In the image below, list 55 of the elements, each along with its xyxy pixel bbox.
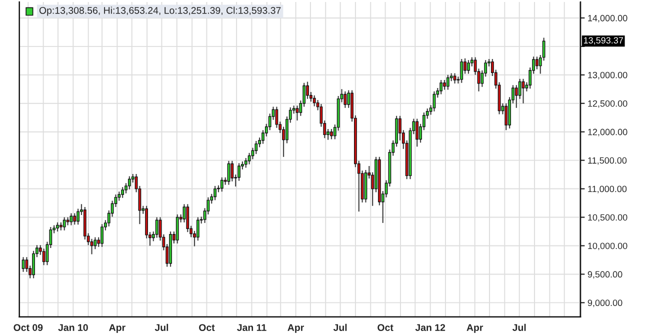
candlestick — [254, 140, 258, 155]
x-tick-label: Jul — [333, 324, 347, 331]
y-tick-label: 12,000.00 — [588, 128, 628, 136]
chart-title: Op:13,308.56, Hi:13,653.24, Lo:13,251.39, Cl:13,593.37 — [39, 6, 281, 16]
candlestick — [155, 216, 158, 238]
candlestick — [121, 186, 124, 198]
x-tick-label: Jan 12 — [415, 324, 446, 331]
candlestick — [296, 105, 299, 122]
candlestick — [22, 256, 25, 272]
candlestick — [214, 185, 216, 201]
candlestick — [220, 176, 224, 192]
candlestick — [100, 224, 104, 248]
candlestick — [62, 216, 66, 231]
candlestick — [306, 81, 309, 100]
candlestick — [128, 176, 131, 190]
candlestick — [536, 56, 538, 70]
y-tick-label: 10,500.00 — [588, 214, 628, 222]
candlestick — [73, 212, 76, 226]
y-tick-label: 11,500.00 — [588, 157, 627, 165]
candlestick — [416, 118, 419, 148]
candlestick — [244, 157, 248, 168]
x-tick-label: Jan 10 — [58, 324, 88, 331]
candlestick — [467, 60, 470, 74]
candlestick — [56, 222, 59, 232]
candlestick — [453, 72, 456, 84]
candlestick — [186, 204, 190, 233]
candlestick — [514, 84, 518, 108]
x-tick-label: Oct 09 — [14, 324, 43, 331]
candlestick — [344, 90, 347, 108]
y-tick-label: 11,000.00 — [588, 186, 627, 194]
x-tick-label: Apr — [466, 324, 484, 333]
x-tick-label: Jul — [154, 324, 168, 331]
candlestick — [460, 58, 464, 84]
y-tick-label: 12,500.00 — [588, 100, 628, 108]
y-tick-label: 9,000.00 — [588, 300, 622, 308]
candlestick — [176, 214, 179, 244]
x-tick-label: Apr — [288, 324, 304, 333]
text: 13,593.37 — [584, 37, 623, 45]
x-tick-label: Oct — [378, 324, 394, 331]
x-tick-label: Jul — [512, 324, 526, 331]
candlestick — [330, 128, 333, 140]
candlestick — [312, 94, 316, 107]
candlestick — [42, 248, 46, 266]
candlestick — [440, 79, 443, 95]
y-tick-label: 13,000.00 — [588, 72, 628, 80]
y-tick-label: 14,000.00 — [588, 14, 628, 22]
x-tick-label: Apr — [109, 324, 126, 333]
x-tick-label: Oct — [199, 324, 215, 331]
candlestick — [504, 102, 508, 131]
candlestick — [446, 74, 450, 90]
x-tick-label: Jan 11 — [237, 324, 266, 331]
candlestick — [76, 208, 80, 226]
y-tick-label: 9,500.00 — [588, 271, 622, 279]
y-tick-label: 10,000.00 — [588, 242, 628, 250]
candlestick — [443, 79, 446, 90]
